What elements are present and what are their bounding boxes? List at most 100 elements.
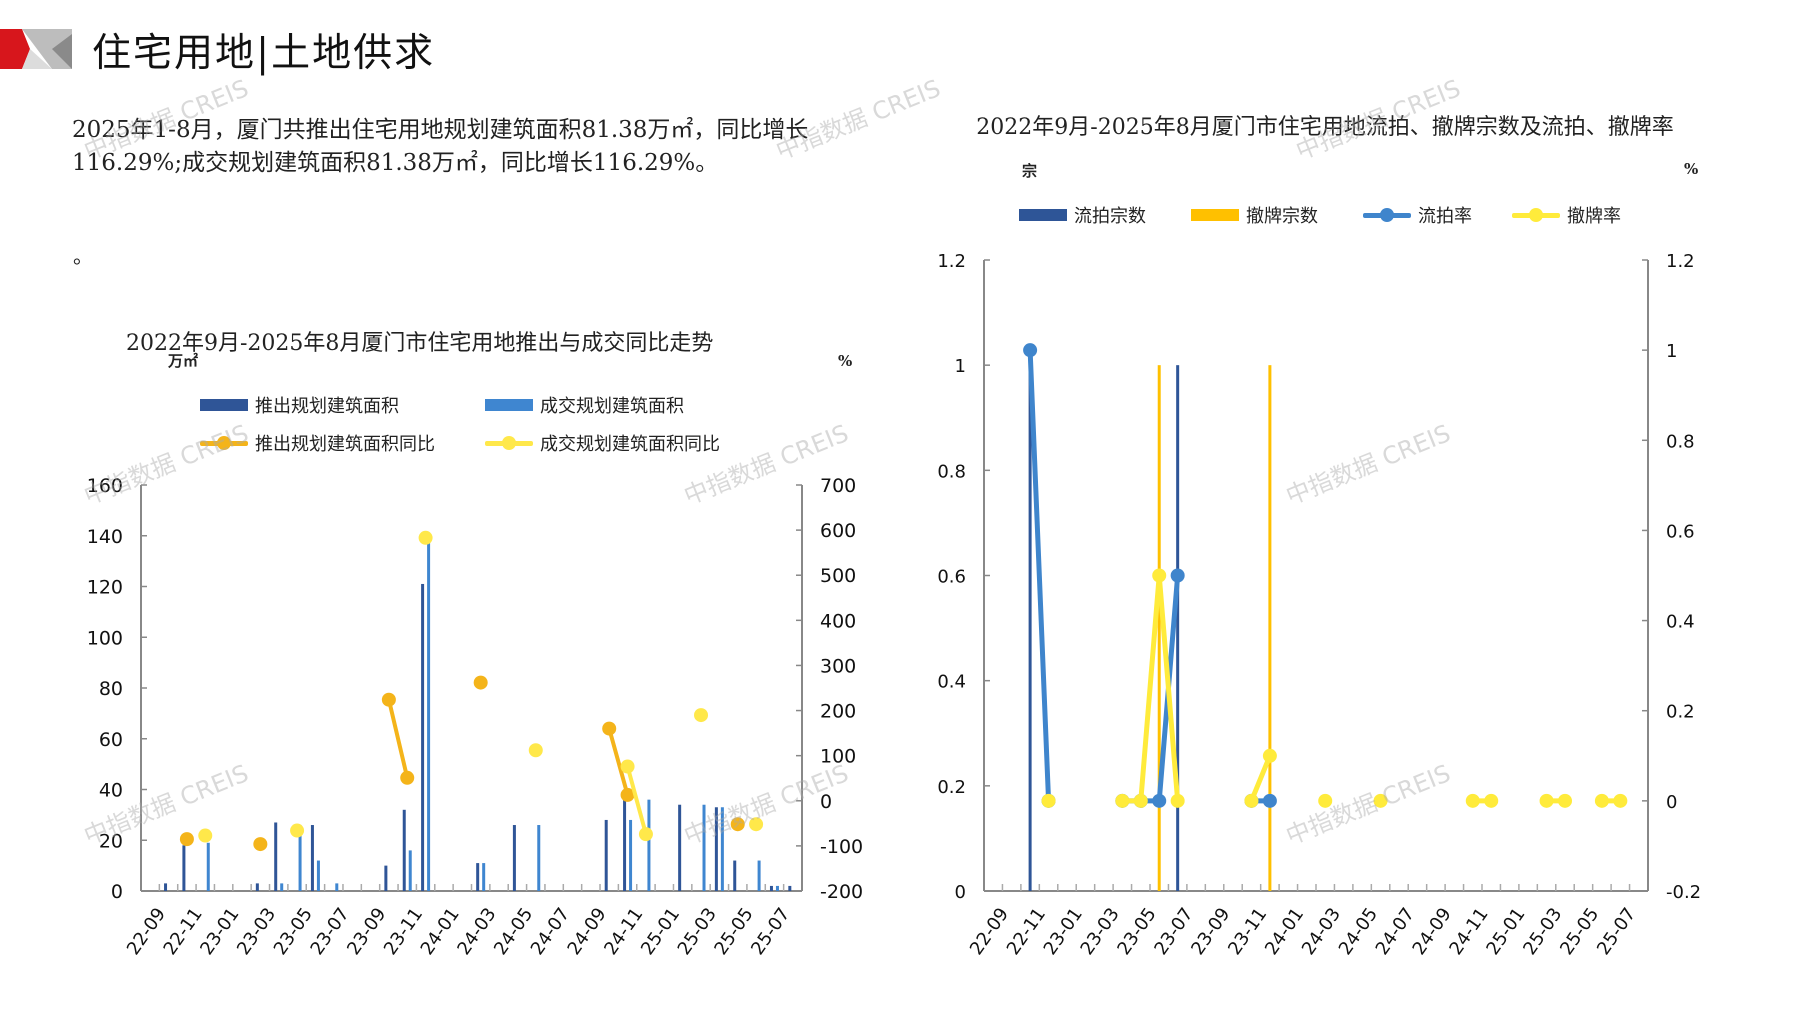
y-tick-label-left: 0: [111, 881, 123, 903]
series-line-segment: [625, 764, 648, 837]
legend-swatch: [200, 435, 248, 450]
bar: [678, 804, 682, 891]
data-point: [1115, 793, 1130, 808]
data-point: [381, 692, 396, 707]
y-tick-label-left: 0.8: [937, 461, 966, 482]
y-tick-label-right: 600: [820, 520, 856, 542]
data-point: [1539, 793, 1554, 808]
x-tick-label: 24-07: [527, 904, 574, 959]
y-tick-label-right: -0.2: [1666, 882, 1701, 903]
x-tick-label: 23-01: [196, 904, 243, 959]
bar: [1176, 365, 1180, 892]
y-tick-label-right: 1.2: [1666, 251, 1695, 272]
summary-text: 2025年1-8月，厦门共推出住宅用地规划建筑面积81.38万㎡，同比增长116…: [72, 117, 809, 176]
legend-label: 流拍宗数: [1074, 206, 1146, 227]
legend-label: 撤牌率: [1567, 206, 1621, 227]
legend-item-push-yoy: 推出规划建筑面积同比: [200, 430, 435, 456]
data-point: [620, 787, 635, 802]
data-point: [1023, 343, 1038, 358]
x-tick-label: 24-05: [490, 904, 537, 959]
series-line-segment: [1156, 573, 1181, 804]
bar: [757, 860, 761, 891]
left-chart-ylabel: 万㎡: [168, 352, 199, 370]
bar: [427, 540, 431, 891]
y-tick-label-left: 0.6: [937, 567, 966, 588]
bar: [775, 885, 779, 891]
bar: [769, 885, 773, 891]
x-tick-label: 23-11: [1224, 904, 1271, 959]
x-tick-label: 25-05: [1556, 904, 1603, 959]
x-tick-label: 24-09: [1409, 904, 1456, 959]
y-tick-label-right: 1: [1666, 341, 1677, 362]
legend-label: 推出规划建筑面积同比: [255, 434, 435, 455]
bar: [629, 819, 633, 891]
x-tick-label: 24-03: [453, 904, 500, 959]
bar: [298, 825, 302, 891]
legend-item-withdrawn: 撤牌宗数: [1191, 202, 1318, 228]
right-chart: 0 0.2 0.4 0.6 0.8 1 1.2 -0.2 0 0.2 0.4 0.6 0.8 1 1.2 22…: [937, 251, 1701, 959]
x-tick-label: 23-05: [270, 904, 317, 959]
bar: [1157, 365, 1161, 892]
x-tick-label: 23-07: [306, 904, 353, 959]
data-point: [1318, 793, 1333, 808]
legend-swatch: [1191, 209, 1239, 221]
x-tick-label: 22-09: [966, 904, 1013, 959]
x-tick-label: 24-09: [564, 904, 611, 959]
x-tick-label: 24-07: [1372, 904, 1419, 959]
data-point: [1484, 793, 1499, 808]
y-tick-label-left: 1: [955, 356, 966, 377]
y-tick-label-left: 100: [87, 627, 123, 649]
legend-swatch: [1019, 209, 1067, 221]
stray-mark: 。: [73, 244, 93, 268]
legend-swatch: [200, 399, 248, 411]
data-point: [290, 823, 305, 838]
y-tick-label-right: 0: [820, 791, 832, 813]
data-point: [638, 827, 653, 842]
bar: [280, 883, 284, 891]
x-tick-label: 25-07: [1593, 904, 1640, 959]
data-point: [730, 817, 745, 832]
data-point: [253, 837, 268, 852]
bar: [720, 807, 724, 891]
y-tick-label-left: 140: [87, 526, 123, 548]
x-tick-label: 23-09: [343, 904, 390, 959]
bar: [714, 807, 718, 891]
legend-swatch: [485, 399, 533, 411]
data-point: [1152, 793, 1167, 808]
legend-swatch: [485, 435, 533, 450]
x-tick-label: 23-09: [1187, 904, 1234, 959]
data-point: [1465, 793, 1480, 808]
bar: [316, 860, 320, 891]
y-tick-label-right: 500: [820, 565, 856, 587]
bar: [182, 845, 186, 891]
data-point: [620, 759, 635, 774]
y-tick-label-left: 1.2: [937, 251, 966, 272]
bar: [421, 583, 425, 891]
bar: [647, 799, 651, 891]
data-point: [1170, 793, 1185, 808]
bar: [335, 883, 339, 891]
series-line-segment: [1027, 347, 1052, 804]
bar: [702, 804, 706, 891]
x-tick-label: 25-01: [1482, 904, 1529, 959]
legend-item-unsold-rate: 流拍率: [1363, 202, 1472, 228]
y-tick-label-left: 80: [99, 678, 123, 700]
bar: [604, 819, 608, 891]
y-tick-label-left: 0.4: [937, 672, 966, 693]
y-tick-label-left: 60: [99, 729, 123, 751]
x-tick-label: 23-11: [380, 904, 427, 959]
header-logo: [0, 29, 72, 69]
right-chart-ylabel: 宗: [1022, 162, 1038, 180]
series-line-segment: [386, 697, 410, 780]
data-point: [1262, 748, 1277, 763]
data-point: [602, 721, 617, 736]
y-tick-label-right: 300: [820, 655, 856, 677]
x-tick-label: 23-03: [233, 904, 280, 959]
bar: [274, 822, 278, 891]
legend-item-deal: 成交规划建筑面积: [485, 392, 684, 418]
data-point: [400, 770, 415, 785]
bar: [164, 883, 168, 891]
bar: [788, 885, 792, 891]
data-point: [418, 530, 433, 545]
